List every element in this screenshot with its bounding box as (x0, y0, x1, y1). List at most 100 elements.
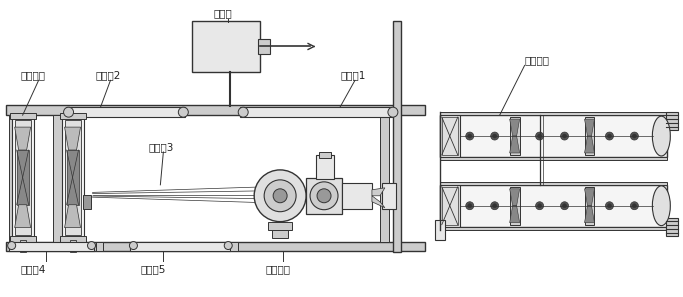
Polygon shape (510, 206, 520, 223)
Bar (440, 157, 667, 160)
Bar (96, 241, 104, 251)
Bar (70, 240, 76, 252)
Bar (83, 195, 91, 209)
Bar (382, 183, 396, 209)
Bar (20, 240, 26, 252)
Bar (306, 178, 342, 214)
Text: 输送带1: 输送带1 (340, 70, 365, 80)
Bar (440, 227, 667, 230)
Circle shape (254, 170, 306, 222)
Polygon shape (510, 119, 520, 136)
Circle shape (468, 134, 472, 138)
Ellipse shape (652, 116, 670, 156)
Bar (342, 183, 372, 209)
Text: 输送带3: 输送带3 (148, 142, 173, 152)
Bar (440, 112, 667, 115)
Circle shape (535, 202, 544, 210)
Circle shape (87, 241, 96, 249)
Bar (667, 112, 678, 130)
Bar (10, 236, 36, 241)
Bar (61, 115, 83, 240)
Circle shape (538, 134, 542, 138)
Bar (272, 230, 288, 238)
Bar (268, 222, 292, 230)
Circle shape (64, 107, 74, 117)
Circle shape (538, 204, 542, 208)
Polygon shape (510, 189, 520, 206)
Text: 输送带5: 输送带5 (141, 264, 166, 274)
Bar (510, 117, 520, 155)
Circle shape (490, 132, 499, 140)
Text: 输送带4: 输送带4 (20, 264, 46, 274)
Text: 球磨设备: 球磨设备 (525, 55, 550, 65)
Circle shape (563, 134, 566, 138)
Polygon shape (372, 196, 385, 208)
Text: 喂料机: 喂料机 (213, 9, 232, 19)
Circle shape (466, 132, 474, 140)
Polygon shape (65, 127, 81, 150)
Circle shape (317, 189, 331, 203)
Bar (16, 150, 29, 205)
Bar (130, 241, 230, 251)
Bar (5, 105, 425, 115)
Circle shape (492, 134, 497, 138)
Bar (435, 220, 445, 240)
Bar (59, 113, 85, 119)
Circle shape (130, 241, 137, 249)
Circle shape (388, 107, 398, 117)
Polygon shape (14, 127, 31, 150)
Bar (66, 107, 185, 117)
Bar (667, 218, 678, 236)
Bar (193, 20, 260, 72)
Bar (96, 241, 130, 251)
Polygon shape (585, 189, 594, 206)
Circle shape (178, 107, 189, 117)
Circle shape (563, 204, 566, 208)
Bar (59, 236, 85, 241)
Bar (5, 241, 425, 251)
Circle shape (632, 134, 637, 138)
Polygon shape (65, 205, 81, 228)
Bar (440, 115, 460, 157)
Circle shape (8, 241, 16, 249)
Circle shape (224, 241, 232, 249)
Circle shape (561, 202, 568, 210)
Circle shape (605, 202, 613, 210)
Bar (12, 115, 33, 240)
Circle shape (238, 107, 248, 117)
Polygon shape (585, 136, 594, 153)
Bar (440, 185, 460, 227)
Bar (440, 182, 667, 185)
Circle shape (607, 204, 611, 208)
Circle shape (310, 182, 338, 210)
Circle shape (264, 180, 296, 212)
Bar (319, 152, 331, 158)
Bar (380, 115, 389, 241)
Bar (585, 187, 594, 225)
Circle shape (490, 202, 499, 210)
Circle shape (492, 204, 497, 208)
Text: 立磨设备: 立磨设备 (265, 264, 290, 274)
Bar (393, 20, 401, 252)
Polygon shape (585, 119, 594, 136)
Text: 筛选设备: 筛选设备 (20, 70, 46, 80)
Bar (442, 187, 458, 225)
Circle shape (466, 202, 474, 210)
Circle shape (605, 132, 613, 140)
Bar (9, 241, 94, 251)
Bar (240, 107, 395, 117)
Bar (9, 115, 18, 241)
Polygon shape (585, 206, 594, 223)
Bar (316, 155, 334, 179)
Bar (585, 117, 594, 155)
Bar (14, 120, 31, 235)
Text: 输送带2: 输送带2 (96, 70, 121, 80)
Bar (66, 150, 79, 205)
Bar (510, 187, 520, 225)
Polygon shape (372, 188, 385, 196)
Bar (53, 115, 61, 241)
Polygon shape (14, 205, 31, 228)
Circle shape (630, 202, 639, 210)
Circle shape (468, 204, 472, 208)
Bar (442, 117, 458, 155)
